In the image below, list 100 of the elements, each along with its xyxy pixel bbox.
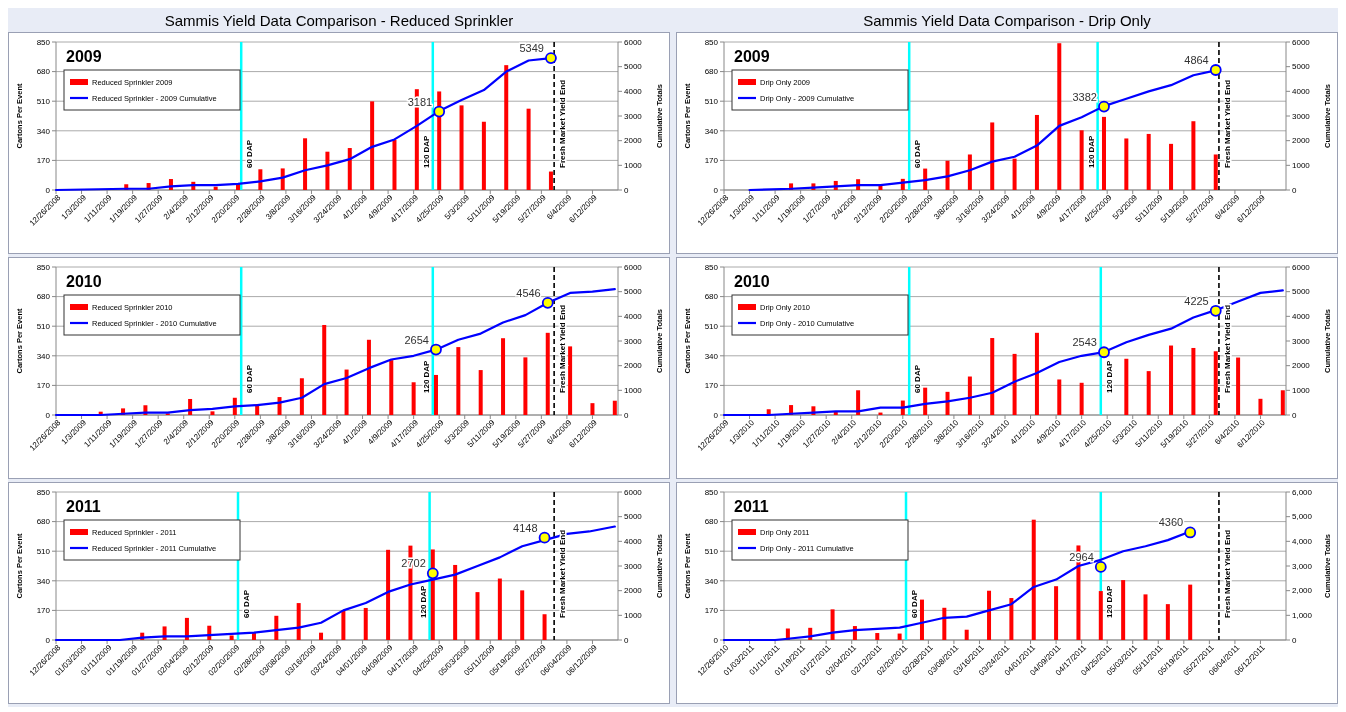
bar — [1124, 138, 1129, 190]
y2-tick-label: 4000 — [1292, 87, 1311, 97]
chart-subtitle: 2010 — [734, 273, 770, 290]
ref-line-label: Fresh Market Yield End — [1222, 529, 1232, 618]
bar — [1101, 116, 1106, 190]
bar — [319, 632, 324, 640]
bar — [1079, 382, 1084, 415]
chart-subtitle: 2009 — [734, 48, 770, 65]
y2-tick-label: 4000 — [1292, 312, 1311, 322]
y-tick-label: 510 — [704, 547, 719, 556]
y2-tick-label: 1000 — [624, 386, 643, 396]
bar — [945, 160, 950, 190]
ref-line-label: 120 DAP — [1104, 359, 1114, 393]
bar — [526, 108, 531, 190]
y-tick-label: 170 — [36, 156, 51, 166]
bar — [274, 615, 279, 640]
bar — [1146, 371, 1151, 415]
bar — [344, 369, 349, 415]
bar — [967, 154, 972, 190]
y2-tick-label: 2,000 — [1292, 586, 1313, 596]
ref-line-label: Fresh Market Yield End — [558, 529, 568, 618]
bar — [392, 140, 397, 190]
bar — [1236, 357, 1241, 415]
bar — [1191, 121, 1196, 190]
bar — [990, 338, 995, 415]
y2-tick-label: 6000 — [624, 37, 643, 47]
bar — [833, 411, 838, 415]
y2-tick-label: 5000 — [1292, 62, 1311, 72]
data-label: 2543 — [1072, 336, 1097, 349]
y2-tick-label: 1000 — [1292, 386, 1311, 396]
y-tick-label: 680 — [704, 67, 719, 77]
bar — [1188, 584, 1193, 640]
bar — [497, 578, 502, 640]
y2-tick-label: 2000 — [1292, 136, 1311, 146]
data-label: 4148 — [513, 521, 538, 534]
bar — [347, 148, 352, 190]
y2-tick-label: 3000 — [1292, 111, 1311, 121]
y2-tick-label: 0 — [1292, 635, 1297, 645]
y2-tick-label: 3000 — [624, 111, 643, 121]
bar — [1191, 347, 1196, 415]
y-tick-label: 850 — [704, 262, 719, 272]
data-label: 4864 — [1184, 54, 1209, 67]
y-tick-label: 0 — [45, 635, 51, 645]
ref-line-label: 60 DAP — [910, 589, 920, 618]
y2-tick-label: 2000 — [624, 586, 643, 596]
bar — [1165, 604, 1170, 640]
bar — [386, 549, 391, 640]
y-tick-label: 170 — [36, 606, 51, 616]
y2-tick-label: 1000 — [624, 161, 643, 171]
y-tick-label: 340 — [36, 576, 51, 586]
bar — [303, 138, 308, 190]
ref-line-label: 60 DAP — [913, 364, 923, 393]
y-tick-label: 340 — [36, 351, 51, 361]
y-tick-label: 680 — [36, 67, 51, 77]
data-label: 4360 — [1158, 516, 1184, 529]
bar — [1012, 158, 1017, 190]
y-tick-label: 850 — [36, 262, 51, 272]
bar — [1057, 379, 1062, 415]
bar — [1098, 591, 1103, 640]
y-tick-label: 0 — [45, 185, 51, 195]
y-tick-label: 510 — [36, 547, 51, 556]
y2-tick-label: 3,000 — [1292, 561, 1313, 571]
bar — [1146, 133, 1151, 190]
chart-subtitle: 2011 — [66, 498, 101, 515]
y2-tick-label: 0 — [624, 635, 629, 645]
bar — [411, 382, 416, 415]
y2-tick-label: 0 — [624, 185, 629, 195]
y2-tick-label: 6000 — [1292, 37, 1311, 47]
ref-line-label: 120 DAP — [1086, 134, 1096, 168]
y2-tick-label: 4000 — [624, 87, 643, 97]
bar — [501, 338, 506, 415]
y2-tick-label: 5000 — [624, 62, 643, 72]
bar — [433, 374, 438, 415]
bar — [1034, 114, 1039, 190]
ref-line-label: 60 DAP — [245, 139, 255, 168]
bar — [1169, 345, 1174, 415]
data-label: 4546 — [516, 286, 541, 299]
ref-line-label: 60 DAP — [242, 589, 252, 618]
ref-line-label: Fresh Market Yield End — [558, 304, 568, 393]
data-label: 4225 — [1184, 294, 1209, 307]
bar — [612, 400, 617, 415]
data-label: 2654 — [404, 333, 429, 346]
y2-tick-label: 4,000 — [1292, 537, 1313, 547]
bar — [1031, 519, 1036, 640]
bar — [568, 346, 573, 415]
bar — [919, 599, 924, 640]
y2-tick-label: 4000 — [624, 312, 643, 322]
ref-line-label: 120 DAP — [421, 359, 431, 393]
y2-tick-label: 3000 — [624, 561, 643, 571]
bar — [942, 607, 947, 640]
bar — [964, 629, 969, 640]
bar — [990, 122, 995, 190]
bar — [545, 332, 550, 415]
y2-tick-label: 3000 — [1292, 336, 1311, 346]
y-tick-label: 680 — [704, 292, 719, 302]
bar — [1213, 351, 1218, 415]
bar — [478, 370, 483, 415]
y-tick-label: 170 — [704, 156, 719, 166]
bar — [366, 339, 371, 415]
bar — [299, 378, 304, 415]
